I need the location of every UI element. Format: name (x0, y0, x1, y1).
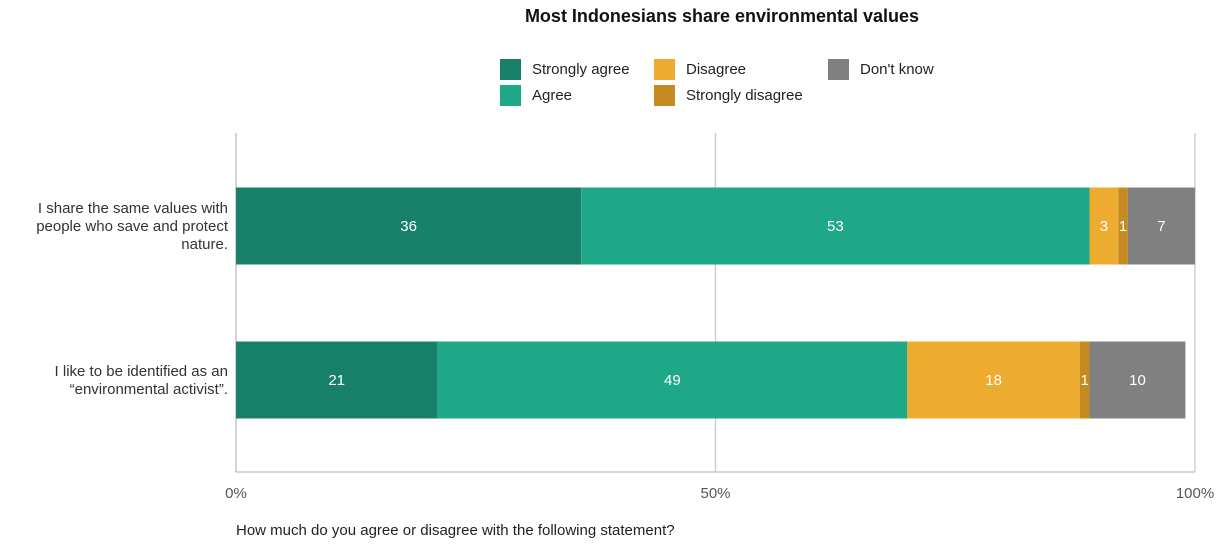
data-label: 3 (1100, 218, 1108, 235)
legend-swatch (828, 59, 849, 80)
data-label: 53 (827, 218, 844, 235)
legend-label: Strongly disagree (686, 87, 803, 104)
data-label: 21 (328, 372, 345, 389)
bar-segment (907, 341, 1080, 419)
data-label: 7 (1157, 218, 1165, 235)
data-label: 10 (1129, 372, 1146, 389)
legend-swatch (500, 59, 521, 80)
bar-segment (1127, 187, 1195, 265)
legend: Strongly agree Agree Disagree Strongly disa… (0, 0, 1222, 120)
legend-label: Disagree (686, 61, 747, 78)
legend-item: Don't know (828, 59, 934, 80)
x-tick-label: 0% (225, 485, 247, 502)
data-label: 18 (985, 372, 1002, 389)
legend-item: Strongly disagree (654, 85, 803, 106)
legend-item: Strongly agree (500, 59, 630, 80)
category-label: I share the same values with (38, 200, 228, 217)
bar-segment (1118, 187, 1128, 265)
x-tick-label: 50% (700, 485, 730, 502)
legend-label: Strongly agree (532, 61, 630, 78)
bar-segment (236, 341, 438, 419)
legend-swatch (654, 59, 675, 80)
data-label: 1 (1119, 218, 1127, 235)
legend-item: Disagree (654, 59, 746, 80)
bar-segment (581, 187, 1090, 265)
legend-swatch (654, 85, 675, 106)
bar-segment (1089, 341, 1186, 419)
x-tick-label: 100% (1176, 485, 1214, 502)
chart-title: Most Indonesians share environmental val… (524, 6, 920, 26)
legend-label: Don't know (860, 61, 934, 78)
bar-segment (1089, 187, 1119, 265)
category-label: people who save and protect (36, 218, 229, 235)
legend-item: Agree (500, 85, 572, 106)
data-label: 36 (400, 218, 417, 235)
bar-segment (1079, 341, 1090, 419)
data-label: 1 (1081, 372, 1089, 389)
x-axis-label: How much do you agree or disagree with t… (236, 522, 675, 539)
legend-swatch (500, 85, 521, 106)
category-label: nature. (181, 236, 228, 253)
data-label: 49 (664, 372, 681, 389)
bar-segment (236, 187, 582, 265)
category-label: “environmental activist”. (70, 381, 228, 398)
legend-label: Agree (532, 87, 573, 104)
bar-segment (437, 341, 908, 419)
category-label: I like to be identified as an (55, 363, 228, 380)
